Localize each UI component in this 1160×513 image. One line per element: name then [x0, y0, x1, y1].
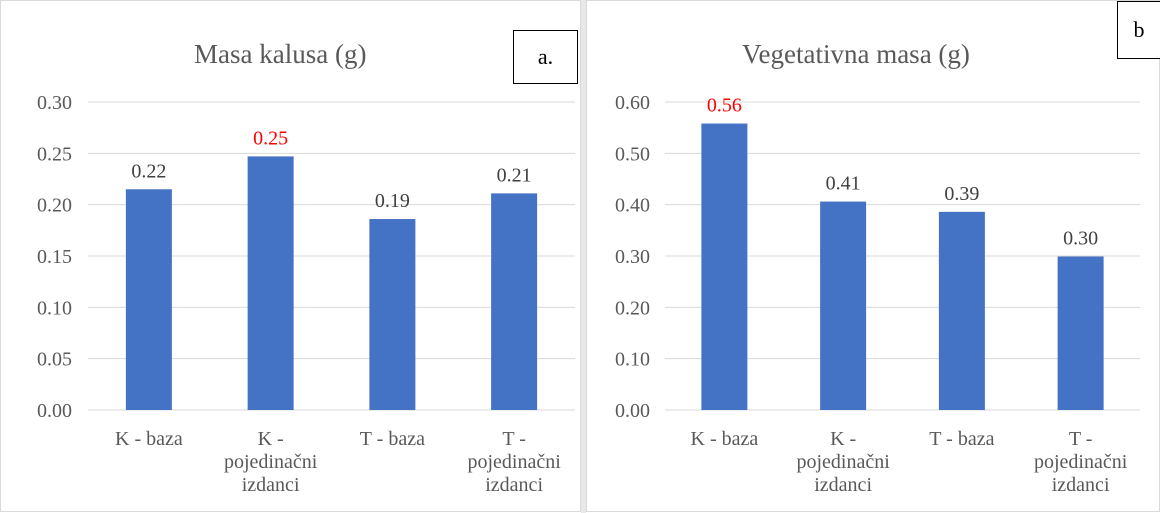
y-tick-label-a: 0.30 — [37, 92, 72, 114]
y-tick-label-b: 0.30 — [615, 246, 650, 268]
y-tick-label-a: 0.20 — [37, 195, 72, 217]
bar-chart-b: 0.00 0.10 0.20 0.30 0.40 0.50 0.60 0.56 K - baza… — [615, 92, 1140, 496]
bar-a — [125, 189, 172, 410]
panel-tag-b: b — [1117, 1, 1160, 59]
data-label-b: 0.30 — [1063, 228, 1098, 250]
data-label-a: 0.19 — [375, 190, 410, 212]
bar-a — [247, 156, 294, 410]
panel-tag-a: a. — [513, 30, 578, 84]
category-label-a: izdanci — [485, 474, 543, 496]
data-label-a: 0.22 — [131, 160, 166, 182]
y-tick-label-b: 0.10 — [615, 349, 650, 371]
bar-chart-a: 0.00 0.05 0.10 0.15 0.20 0.25 0.30 0.22 K - baza… — [37, 92, 575, 496]
category-label-a: K - — [258, 428, 284, 450]
chart-title-b: Vegetativna masa (g) — [742, 39, 970, 69]
bar-b — [938, 211, 985, 410]
chart-title-a: Masa kalusa (g) — [194, 39, 367, 69]
category-label-b: T - — [1069, 428, 1093, 450]
data-label-a: 0.21 — [497, 164, 532, 186]
chart-panel-a: Masa kalusa (g) a. 0.00 0.05 0.10 0.15 0.20 0… — [0, 0, 581, 512]
chart-panel-b: Vegetativna masa (g) b 0.00 0.10 0.20 0.30 0… — [586, 0, 1160, 512]
category-label-a: izdanci — [242, 474, 300, 496]
bar-b — [1057, 256, 1104, 410]
category-label-a: T - — [502, 428, 526, 450]
y-tick-label-a: 0.00 — [37, 400, 72, 422]
y-tick-label-a: 0.05 — [37, 349, 72, 371]
y-tick-label-b: 0.00 — [615, 400, 650, 422]
bar-b — [820, 201, 867, 410]
category-label-a: K - baza — [115, 428, 183, 450]
category-label-b: pojedinačni — [796, 451, 890, 473]
panel-separator — [581, 0, 586, 513]
data-label-b: 0.56 — [707, 95, 742, 117]
category-label-b: izdanci — [814, 474, 872, 496]
y-tick-label-b: 0.60 — [615, 92, 650, 114]
category-label-b: T - baza — [929, 428, 994, 450]
category-label-a: pojedinačni — [224, 451, 318, 473]
data-label-a: 0.25 — [253, 127, 288, 149]
bar-a — [369, 219, 416, 410]
y-tick-label-a: 0.10 — [37, 297, 72, 319]
y-tick-label-a: 0.15 — [37, 246, 72, 268]
category-label-b: K - — [830, 428, 856, 450]
y-tick-label-b: 0.40 — [615, 195, 650, 217]
category-label-a: pojedinačni — [467, 451, 561, 473]
category-label-b: pojedinačni — [1034, 451, 1128, 473]
data-label-b: 0.39 — [944, 183, 979, 205]
y-tick-label-b: 0.50 — [615, 143, 650, 165]
bar-a — [491, 193, 538, 410]
bar-b — [701, 123, 748, 410]
data-label-b: 0.41 — [826, 173, 861, 195]
y-tick-label-a: 0.25 — [37, 143, 72, 165]
category-label-b: K - baza — [691, 428, 759, 450]
category-label-b: izdanci — [1052, 474, 1110, 496]
y-tick-label-b: 0.20 — [615, 297, 650, 319]
category-label-a: T - baza — [360, 428, 425, 450]
